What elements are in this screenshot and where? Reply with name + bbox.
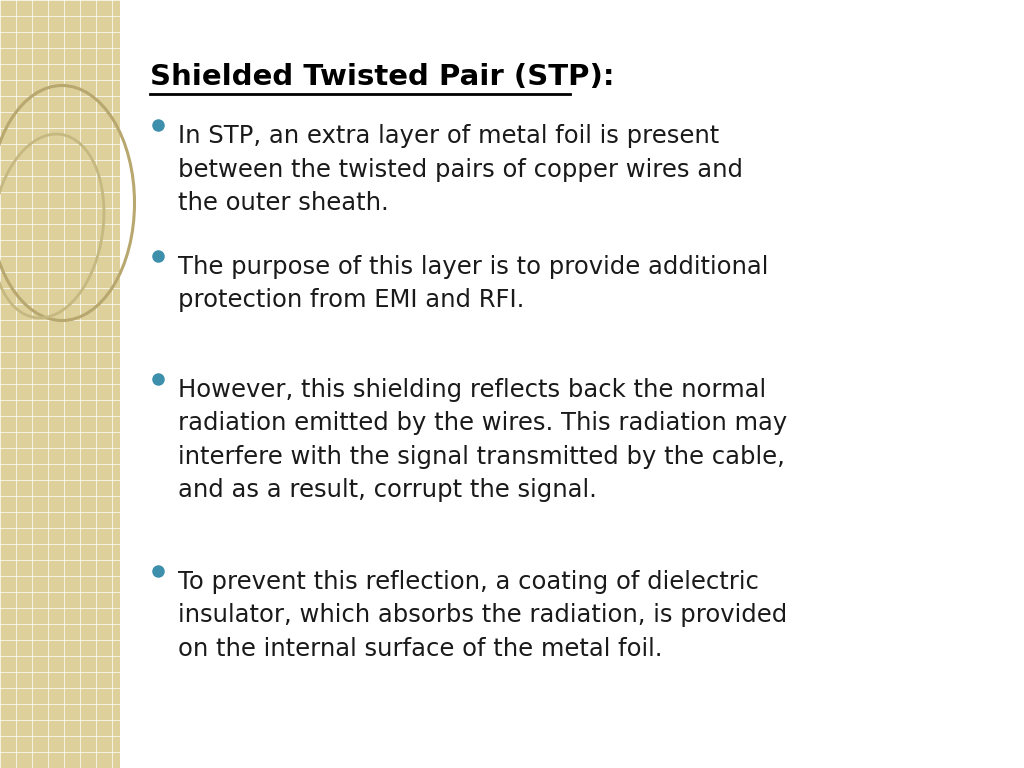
Text: The purpose of this layer is to provide additional
protection from EMI and RFI.: The purpose of this layer is to provide … (178, 255, 768, 313)
Text: However, this shielding reflects back the normal
radiation emitted by the wires.: However, this shielding reflects back th… (178, 378, 787, 502)
Text: To prevent this reflection, a coating of dielectric
insulator, which absorbs the: To prevent this reflection, a coating of… (178, 570, 787, 660)
Bar (0, 0, 120, 768)
Text: Shielded Twisted Pair (STP):: Shielded Twisted Pair (STP): (150, 63, 614, 91)
Text: In STP, an extra layer of metal foil is present
between the twisted pairs of cop: In STP, an extra layer of metal foil is … (178, 124, 743, 215)
